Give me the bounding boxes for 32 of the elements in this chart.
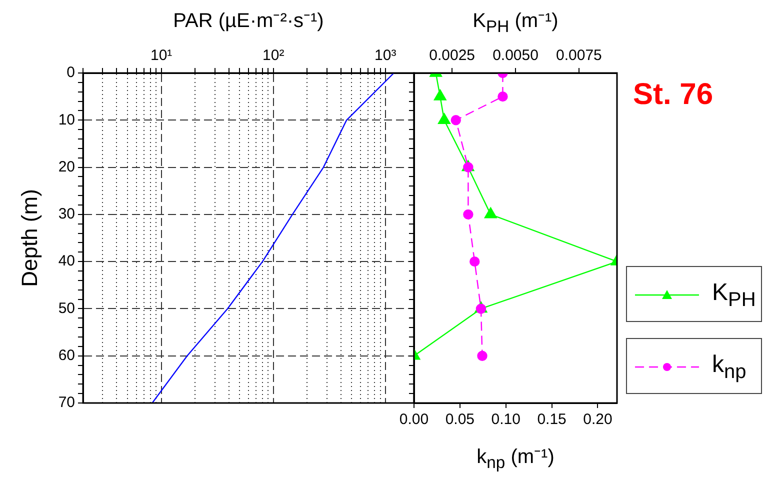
y-tick-label: 10 <box>58 111 75 128</box>
x-axis-title: PAR (µE·m⁻²·s⁻¹) <box>173 9 324 33</box>
y-tick-label: 70 <box>58 394 75 412</box>
x-tick-label: 10² <box>262 47 284 64</box>
x-tick-label: 10¹ <box>150 47 172 64</box>
x2-tick-label: 0.0025 <box>429 47 476 64</box>
x-axis-title: k$_{np}$ (m⁻¹) <box>476 445 554 473</box>
y-tick-label: 40 <box>58 252 75 270</box>
x-tick-label: 0.10 <box>491 411 520 428</box>
y-tick-label: 20 <box>58 158 75 176</box>
point <box>450 115 461 126</box>
point <box>463 209 474 220</box>
legend-label: k$_{np}$ <box>712 351 746 384</box>
text: St. 76 <box>633 78 714 112</box>
y-tick-label: 0 <box>66 64 75 82</box>
x-tick-label: 0.05 <box>445 411 475 428</box>
x-tick-label: 10³ <box>374 47 396 64</box>
x2-tick-label: 0.0050 <box>492 47 538 64</box>
point <box>470 256 480 267</box>
x-tick-label: 0.20 <box>583 411 612 428</box>
point <box>477 350 488 361</box>
point <box>498 91 508 102</box>
y-tick-label: 60 <box>58 347 75 364</box>
x-tick-label: 0.00 <box>399 411 429 428</box>
point <box>476 304 486 314</box>
legend-label: K$_{PH}$ <box>712 279 756 312</box>
y-tick-label: 50 <box>58 300 75 317</box>
x2-tick-label: 0.0075 <box>556 47 602 64</box>
y-axis-title: Depth (m) <box>17 189 43 287</box>
y-tick-label: 30 <box>58 206 75 223</box>
x-tick-label: 0.15 <box>537 411 566 428</box>
x2-axis-title: K$_{PH}$ (m⁻¹) <box>472 9 558 37</box>
